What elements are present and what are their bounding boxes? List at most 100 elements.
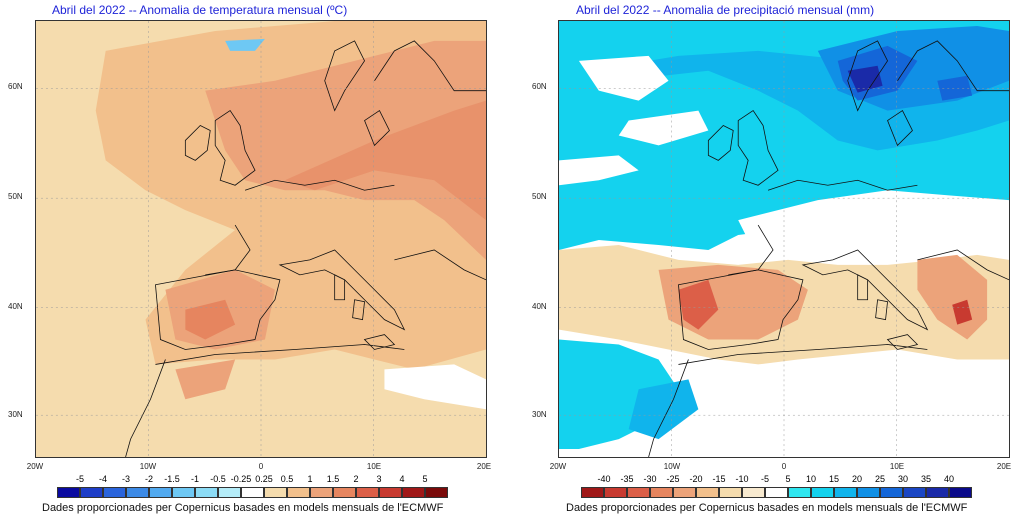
temperature-legend-label: 1 <box>307 474 313 484</box>
precipitation-legend-swatch-15 <box>926 487 949 498</box>
temperature-legend-swatch-0 <box>57 487 80 498</box>
precipitation-legend-swatch-3 <box>650 487 673 498</box>
temperature-legend-label: 4 <box>399 474 405 484</box>
temperature-legend-swatch-14 <box>379 487 402 498</box>
temperature-legend-swatch-15 <box>402 487 425 498</box>
precipitation-legend-swatch-12 <box>857 487 880 498</box>
prec-gridlines <box>559 21 1009 457</box>
precipitation-legend-label: 20 <box>851 474 863 484</box>
lon-label-20e: 20E <box>996 462 1012 471</box>
precipitation-legend-label: 30 <box>897 474 909 484</box>
temperature-footer-credit: Dades proporcionades per Copernicus basa… <box>42 502 444 514</box>
temperature-legend-swatch-1 <box>80 487 103 498</box>
lon-label-10w: 10W <box>139 462 157 471</box>
lon-label-20w: 20W <box>549 462 567 471</box>
lat-label-30n: 30N <box>8 410 23 419</box>
precipitation-footer-credit: Dades proporcionades per Copernicus basa… <box>566 502 968 514</box>
temp-neutral-region <box>384 364 486 410</box>
temperature-legend-swatch-13 <box>356 487 379 498</box>
precipitation-legend-swatch-7 <box>742 487 765 498</box>
precipitation-legend-swatch-9 <box>788 487 811 498</box>
precipitation-legend-swatch-8 <box>765 487 788 498</box>
temperature-legend-label: 3 <box>376 474 382 484</box>
temperature-legend-label: 0.5 <box>280 474 294 484</box>
precipitation-legend-label: 35 <box>920 474 932 484</box>
precipitation-legend-swatch-6 <box>719 487 742 498</box>
precipitation-legend-swatch-2 <box>627 487 650 498</box>
prec-band-40 <box>847 65 883 93</box>
temperature-anomaly-panel: Abril del 2022 -- Anomalia de temperatur… <box>0 0 500 529</box>
lon-label-10w: 10W <box>663 462 681 471</box>
precipitation-legend-swatch-14 <box>903 487 926 498</box>
precipitation-legend-swatch-1 <box>604 487 627 498</box>
precipitation-anomaly-panel: Abril del 2022 -- Anomalia de precipitac… <box>520 0 1020 529</box>
temperature-legend-swatch-10 <box>287 487 310 498</box>
precipitation-legend-swatch-16 <box>949 487 972 498</box>
lat-label-50n: 50N <box>8 192 23 201</box>
temp-cold-pocket <box>225 38 265 51</box>
precipitation-legend-label: 15 <box>828 474 840 484</box>
temp-band-africa <box>175 359 236 400</box>
precipitation-legend-swatch-13 <box>880 487 903 498</box>
temperature-legend-label: -4 <box>98 474 108 484</box>
temperature-color-legend <box>57 482 448 498</box>
precipitation-legend-label: -15 <box>712 474 726 484</box>
precipitation-legend-swatch-0 <box>581 487 604 498</box>
temperature-map-graphic <box>36 21 486 457</box>
precipitation-map-title: Abril del 2022 -- Anomalia de precipitac… <box>576 3 875 17</box>
precipitation-legend-label: 40 <box>943 474 955 484</box>
precipitation-map-graphic <box>559 21 1009 457</box>
lat-label-60n: 60N <box>532 82 547 91</box>
temperature-legend-label: 2 <box>353 474 359 484</box>
lat-label-60n: 60N <box>8 82 23 91</box>
lon-label-0: 0 <box>781 462 787 471</box>
temperature-legend-swatch-8 <box>241 487 264 498</box>
temperature-map-title: Abril del 2022 -- Anomalia de temperatur… <box>52 3 348 17</box>
temperature-legend-label: -0.5 <box>210 474 226 484</box>
temperature-legend-label: -0.25 <box>230 474 252 484</box>
temperature-legend-label: 0.25 <box>255 474 273 484</box>
temperature-legend-label: -1 <box>190 474 200 484</box>
lat-label-40n: 40N <box>532 302 547 311</box>
temperature-legend-label: -2 <box>144 474 154 484</box>
precipitation-legend-label: 25 <box>874 474 886 484</box>
lon-label-10e: 10E <box>889 462 905 471</box>
temperature-legend-labels: -5 -4 -3 -2 -1.5 -1 -0.5 -0.25 0.25 0.5 1 1.5 2 3 4 5 <box>57 474 453 484</box>
precipitation-legend-swatch-5 <box>696 487 719 498</box>
temperature-legend-swatch-11 <box>310 487 333 498</box>
precipitation-legend-label: -10 <box>735 474 749 484</box>
temperature-legend-swatch-9 <box>264 487 287 498</box>
precipitation-color-legend <box>581 482 972 498</box>
precipitation-legend-label: -25 <box>666 474 680 484</box>
precipitation-legend-label: -35 <box>620 474 634 484</box>
temperature-legend-swatch-4 <box>149 487 172 498</box>
lon-label-10e: 10E <box>366 462 382 471</box>
precipitation-legend-labels: -40 -35 -30 -25 -20 -15 -10 -5 5 10 15 20 25 30 35 40 <box>581 474 977 484</box>
precipitation-legend-label: -5 <box>760 474 770 484</box>
precipitation-legend-label: 5 <box>785 474 791 484</box>
lat-label-30n: 30N <box>532 410 547 419</box>
precipitation-legend-label: -30 <box>643 474 657 484</box>
temperature-legend-swatch-3 <box>126 487 149 498</box>
temperature-legend-label: -5 <box>75 474 85 484</box>
lat-label-50n: 50N <box>532 192 547 201</box>
precipitation-legend-label: -40 <box>597 474 611 484</box>
temperature-legend-swatch-5 <box>172 487 195 498</box>
temperature-legend-label: -1.5 <box>164 474 180 484</box>
precipitation-legend-label: 10 <box>805 474 817 484</box>
precipitation-anomaly-map <box>558 20 1010 458</box>
temperature-legend-swatch-6 <box>195 487 218 498</box>
temperature-legend-swatch-12 <box>333 487 356 498</box>
temperature-legend-label: 5 <box>422 474 428 484</box>
temperature-legend-swatch-16 <box>425 487 448 498</box>
temp-band-iberia-core <box>185 299 236 340</box>
precipitation-legend-label: -20 <box>689 474 703 484</box>
lon-label-20w: 20W <box>26 462 44 471</box>
temperature-legend-label: 1.5 <box>326 474 340 484</box>
temp-band-2-north <box>284 100 486 221</box>
prec-band-dry-30 <box>678 279 719 330</box>
temp-band-1.5-north <box>205 40 486 260</box>
lon-label-20e: 20E <box>476 462 492 471</box>
temp-gridlines <box>36 21 486 457</box>
temperature-legend-label: -3 <box>121 474 131 484</box>
